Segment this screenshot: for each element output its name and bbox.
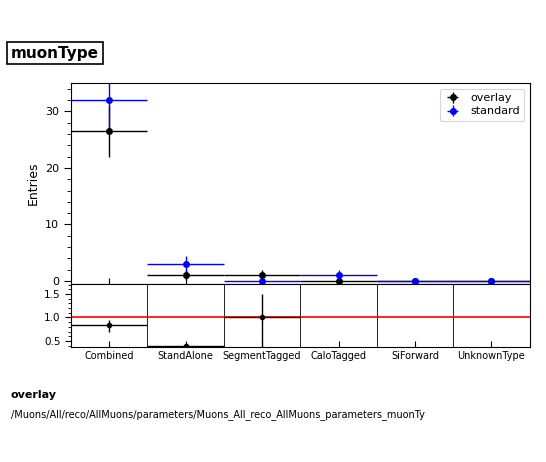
Text: muonType: muonType — [11, 46, 99, 61]
Text: /Muons/All/reco/AllMuons/parameters/Muons_All_reco_AllMuons_parameters_muonTy: /Muons/All/reco/AllMuons/parameters/Muon… — [11, 409, 425, 420]
Y-axis label: Entries: Entries — [27, 162, 39, 205]
Text: overlay: overlay — [11, 390, 57, 401]
Legend: overlay, standard: overlay, standard — [440, 89, 524, 121]
